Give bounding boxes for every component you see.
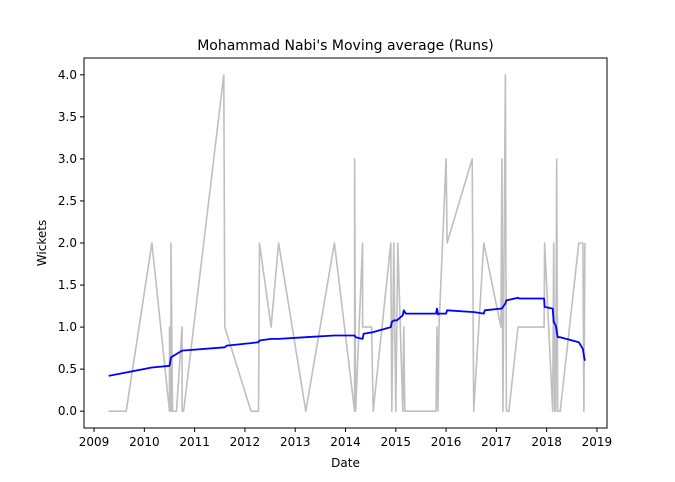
chart-title: Mohammad Nabi's Moving average (Runs) xyxy=(197,38,494,54)
y-tick-label: 1.0 xyxy=(58,320,77,334)
x-tick-label: 2012 xyxy=(230,435,261,449)
x-tick-label: 2010 xyxy=(129,435,160,449)
x-tick-label: 2019 xyxy=(582,435,613,449)
x-tick-label: 2016 xyxy=(431,435,462,449)
y-tick-label: 0.0 xyxy=(58,404,77,418)
x-tick-label: 2015 xyxy=(381,435,412,449)
raw-series-line xyxy=(108,74,586,413)
x-tick-label: 2014 xyxy=(330,435,361,449)
y-axis-ticks: 0.0 0.5 1.0 1.5 2.0 2.5 3.0 3.5 4.0 xyxy=(58,68,84,418)
plot-area xyxy=(84,58,607,428)
x-tick-label: 2009 xyxy=(79,435,110,449)
series-layer xyxy=(108,74,586,413)
y-tick-label: 1.5 xyxy=(58,278,77,292)
x-tick-label: 2013 xyxy=(280,435,311,449)
y-axis-label: Wickets xyxy=(35,220,49,266)
x-axis-label: Date xyxy=(331,456,360,470)
x-axis-ticks: 2009 2010 2011 2012 2013 2014 2015 2016 2017 2018… xyxy=(79,428,612,449)
y-tick-label: 0.5 xyxy=(58,362,77,376)
y-tick-label: 4.0 xyxy=(58,68,77,82)
y-tick-label: 3.5 xyxy=(58,110,77,124)
x-tick-label: 2011 xyxy=(179,435,210,449)
y-tick-label: 2.0 xyxy=(58,236,77,250)
y-tick-label: 3.0 xyxy=(58,152,77,166)
x-tick-label: 2018 xyxy=(531,435,562,449)
x-tick-label: 2017 xyxy=(481,435,512,449)
y-tick-label: 2.5 xyxy=(58,194,77,208)
moving-average-series-line xyxy=(108,296,586,377)
